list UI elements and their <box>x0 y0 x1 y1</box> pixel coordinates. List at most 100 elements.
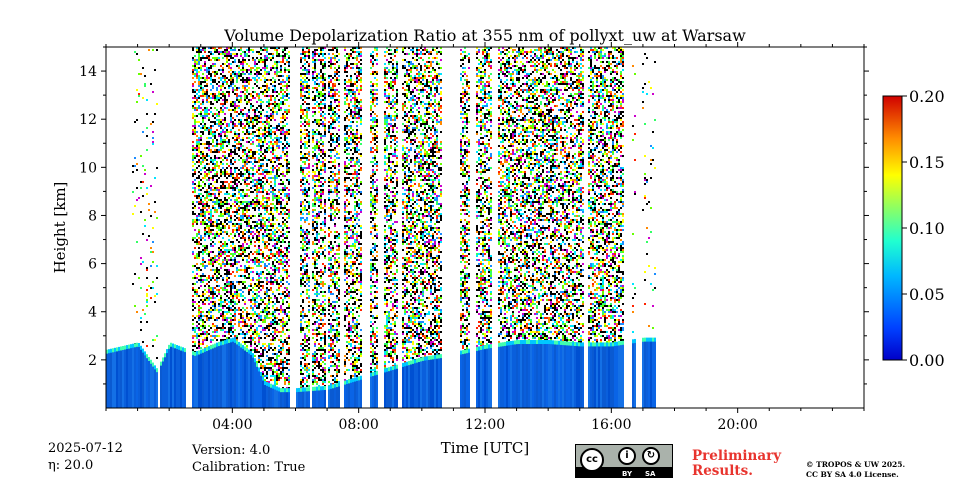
layer-column <box>520 343 522 408</box>
layer-edge <box>262 376 264 381</box>
layer-column <box>152 365 154 408</box>
layer-edge <box>306 387 308 392</box>
layer-column <box>642 340 644 408</box>
layer-column <box>506 344 508 408</box>
layer-edge <box>140 345 142 350</box>
plot-area <box>106 47 656 408</box>
layer-column <box>508 344 510 408</box>
layer-edge <box>498 342 500 347</box>
layer-edge <box>254 358 256 363</box>
layer-column <box>166 352 168 408</box>
eta-text: η: 20.0 <box>48 458 94 473</box>
layer-column <box>420 360 422 408</box>
layer-column <box>114 350 116 408</box>
layer-edge <box>524 340 526 345</box>
layer-column <box>426 359 428 408</box>
layer-edge <box>644 337 646 342</box>
layer-edge <box>426 356 428 361</box>
layer-column <box>180 349 182 408</box>
layer-column <box>592 345 594 408</box>
layer-column <box>418 361 420 408</box>
layer-edge <box>204 347 206 352</box>
colorbar-tick-label: 0.05 <box>909 285 945 304</box>
layer-column <box>234 341 236 408</box>
layer-column <box>384 371 386 408</box>
layer-column <box>108 352 110 408</box>
layer-edge <box>244 346 246 351</box>
layer-column <box>316 389 318 408</box>
layer-edge <box>468 348 470 353</box>
layer-edge <box>160 361 162 366</box>
layer-edge <box>324 385 326 390</box>
cc-badge-strip <box>576 467 672 477</box>
layer-column <box>480 348 482 408</box>
noise-dots <box>138 47 646 389</box>
layer-edge <box>274 385 276 390</box>
layer-edge <box>482 345 484 350</box>
layer-column <box>308 390 310 408</box>
layer-column <box>374 374 376 408</box>
layer-edge <box>224 340 226 345</box>
date-text: 2025-07-12 <box>48 441 123 456</box>
layer-column <box>646 340 648 408</box>
layer-edge <box>238 341 240 346</box>
layer-column <box>412 362 414 408</box>
x-axis-label: Time [UTC] <box>441 439 530 457</box>
y-tick-label: 6 <box>88 257 97 273</box>
layer-column <box>224 343 226 408</box>
layer-edge <box>652 337 654 342</box>
layer-edge <box>258 367 260 372</box>
layer-column <box>404 365 406 408</box>
layer-edge <box>256 362 258 367</box>
layer-edge <box>612 342 614 347</box>
layer-column <box>128 347 130 408</box>
layer-column <box>320 389 322 408</box>
layer-edge <box>608 342 610 347</box>
layer-column <box>462 353 464 408</box>
layer-column <box>574 344 576 408</box>
layer-column <box>570 344 572 408</box>
layer-edge <box>548 340 550 345</box>
layer-column <box>134 346 136 408</box>
layer-column <box>650 340 652 408</box>
layer-column <box>618 344 620 408</box>
layer-column <box>218 344 220 408</box>
layer-column <box>612 345 614 408</box>
layer-column <box>396 367 398 408</box>
layer-column <box>154 368 156 408</box>
layer-column <box>622 343 624 408</box>
layer-edge <box>230 338 232 343</box>
layer-edge <box>122 345 124 350</box>
layer-column <box>468 351 470 408</box>
boundary-layer <box>106 337 656 408</box>
layer-edge <box>202 348 204 353</box>
layer-edge <box>282 388 284 393</box>
layer-column <box>616 344 618 408</box>
layer-column <box>144 354 146 408</box>
layer-edge <box>208 346 210 351</box>
layer-edge <box>242 344 244 349</box>
layer-column <box>610 345 612 408</box>
layer-column <box>502 345 504 408</box>
meta-left: 2025-07-12 η: 20.0 <box>48 440 123 474</box>
layer-column <box>318 389 320 408</box>
layer-column <box>344 383 346 408</box>
layer-edge <box>144 351 146 356</box>
layer-edge <box>222 340 224 345</box>
layer-column <box>266 384 268 408</box>
layer-column <box>248 352 250 408</box>
layer-column <box>184 351 186 408</box>
layer-edge <box>552 340 554 345</box>
layer-edge <box>530 340 532 345</box>
layer-edge <box>214 343 216 348</box>
layer-column <box>588 345 590 408</box>
layer-column <box>370 375 372 408</box>
layer-edge <box>518 340 520 345</box>
y-tick-label: 12 <box>79 112 97 128</box>
layer-column <box>208 349 210 408</box>
layer-edge <box>418 358 420 363</box>
layer-edge <box>132 343 134 348</box>
layer-column <box>518 343 520 408</box>
layer-edge <box>278 387 280 392</box>
layer-column <box>330 387 332 408</box>
